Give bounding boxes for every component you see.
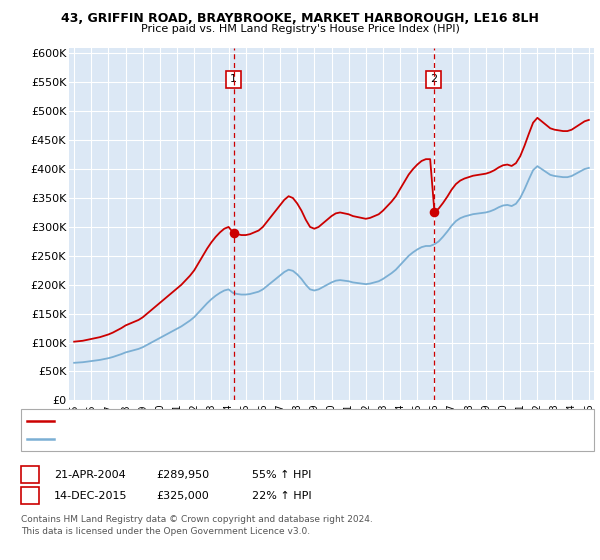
Text: 55% ↑ HPI: 55% ↑ HPI [252,470,311,480]
Text: 1: 1 [230,74,237,85]
Text: Price paid vs. HM Land Registry's House Price Index (HPI): Price paid vs. HM Land Registry's House … [140,24,460,34]
Text: Contains HM Land Registry data © Crown copyright and database right 2024.: Contains HM Land Registry data © Crown c… [21,515,373,524]
Point [429,208,439,217]
Text: HPI: Average price, detached house, North Northamptonshire: HPI: Average price, detached house, Nort… [60,434,361,444]
Text: 43, GRIFFIN ROAD, BRAYBROOKE, MARKET HARBOROUGH, LE16 8LH (detached house): 43, GRIFFIN ROAD, BRAYBROOKE, MARKET HAR… [60,416,484,426]
Text: 43, GRIFFIN ROAD, BRAYBROOKE, MARKET HARBOROUGH, LE16 8LH: 43, GRIFFIN ROAD, BRAYBROOKE, MARKET HAR… [61,12,539,25]
Text: 2: 2 [26,491,34,501]
Text: This data is licensed under the Open Government Licence v3.0.: This data is licensed under the Open Gov… [21,528,310,536]
Point [229,228,239,237]
Text: 14-DEC-2015: 14-DEC-2015 [54,491,128,501]
Text: 1: 1 [26,470,34,480]
Text: 2: 2 [430,74,437,85]
Text: £289,950: £289,950 [156,470,209,480]
Text: £325,000: £325,000 [156,491,209,501]
Text: 22% ↑ HPI: 22% ↑ HPI [252,491,311,501]
Text: 21-APR-2004: 21-APR-2004 [54,470,126,480]
